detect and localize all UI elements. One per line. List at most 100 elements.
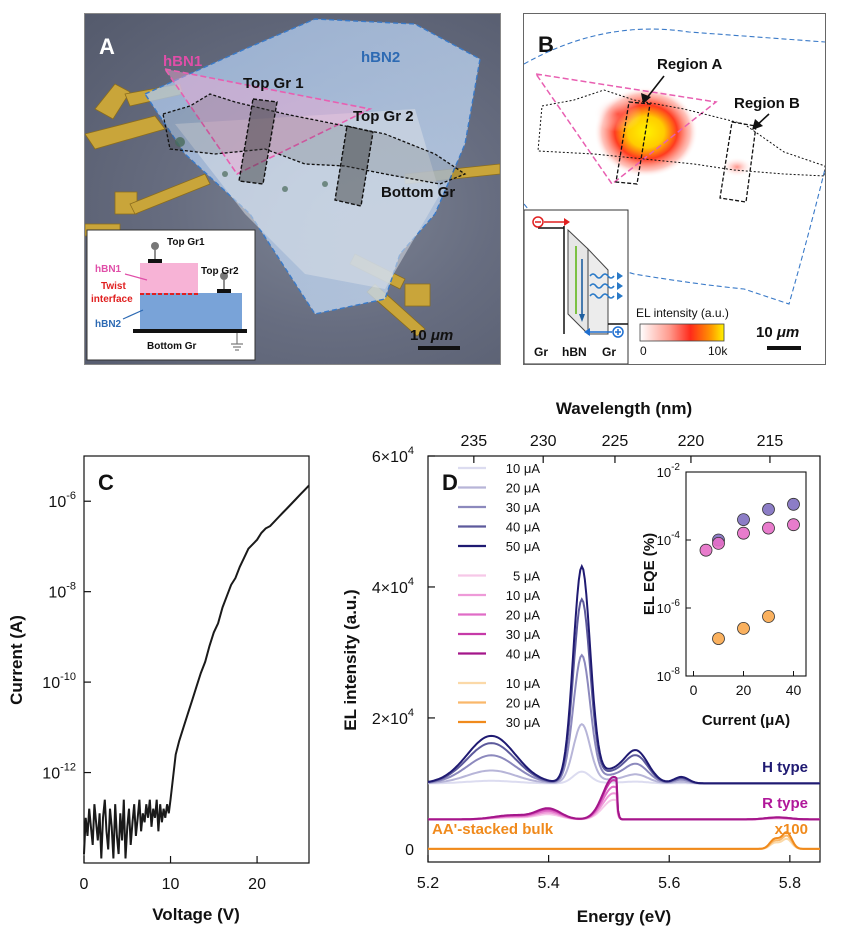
panel-d-el-spectra: Wavelength (nm) D 235 230 225 220 215 5.2 5.4… bbox=[341, 399, 821, 926]
top-gr2-outline bbox=[334, 125, 374, 207]
eqe-point-1-0 bbox=[699, 543, 713, 557]
inset-top-gr1: Top Gr1 bbox=[167, 237, 205, 248]
e-ytick-label-1: 10-6 bbox=[657, 598, 681, 616]
e-ytick-label-2: 10-4 bbox=[657, 530, 681, 548]
e-xtick-label-1: 20 bbox=[736, 682, 752, 698]
legend-label-2-2: 30 μA bbox=[506, 715, 541, 730]
hbn1-label: hBN1 bbox=[163, 53, 202, 70]
inset-hbn1: hBN1 bbox=[95, 264, 122, 275]
d-xtick-label-3: 5.8 bbox=[779, 875, 801, 892]
h-type-label: H type bbox=[762, 759, 808, 776]
eqe-ylabel: EL EQE (%) bbox=[641, 533, 658, 615]
panel-b-top-gr2 bbox=[719, 121, 757, 203]
panel-a-letter: A bbox=[99, 34, 115, 59]
device-schematic-inset: Top Gr1 Top Gr2 hBN1 Twist interface hBN… bbox=[86, 229, 256, 361]
hbn1-outline bbox=[163, 67, 373, 176]
c-xtick-label-1: 10 bbox=[162, 876, 180, 893]
eqe-point-1-4 bbox=[787, 518, 800, 532]
legend-label-1-1: 10 μA bbox=[506, 588, 541, 603]
c-xtick-label-2: 20 bbox=[248, 876, 266, 893]
panel-a-image: A hBN1 hBN2 Top Gr 1 Top Gr 2 Bottom Gr … bbox=[85, 18, 500, 361]
panel-a-scale-value: 10 μm bbox=[410, 327, 453, 344]
legend-label-1-2: 20 μA bbox=[506, 608, 541, 623]
eqe-point-2-1 bbox=[737, 622, 750, 635]
spectrum-h-50-a bbox=[427, 563, 820, 785]
eqe-xlabel: Current (μA) bbox=[702, 712, 790, 729]
c-ytick-label-3: 10-6 bbox=[48, 490, 76, 511]
legend-label-0-2: 30 μA bbox=[506, 500, 541, 515]
d-ytick-label-0: 0 bbox=[405, 842, 414, 859]
eqe-point-1-1 bbox=[712, 537, 725, 550]
inset-bottom-gr: Bottom Gr bbox=[147, 341, 197, 352]
panel-b-image: B Region A Region B bbox=[524, 28, 825, 364]
colorbar-title: EL intensity (a.u.) bbox=[636, 306, 729, 320]
d-xtick-label-2: 5.6 bbox=[658, 875, 680, 892]
legend-label-1-0: 5 μA bbox=[513, 569, 540, 584]
panel-b-letter: B bbox=[538, 32, 554, 57]
band-hbn: hBN bbox=[562, 345, 587, 359]
panel-a-scalebar bbox=[418, 346, 460, 350]
d-toptick-label-0: 235 bbox=[460, 433, 487, 450]
eqe-point-0-1 bbox=[737, 513, 750, 526]
d-toptick-label-2: 225 bbox=[602, 433, 629, 450]
inset-hbn2: hBN2 bbox=[95, 319, 122, 330]
band-gr-right: Gr bbox=[602, 345, 616, 359]
top-gr2-label: Top Gr 2 bbox=[353, 108, 414, 125]
legend-label-0-3: 40 μA bbox=[506, 520, 541, 535]
panel-c-letter: C bbox=[98, 470, 114, 495]
band-gr-left: Gr bbox=[534, 345, 548, 359]
panel-b-hbn2-outline bbox=[524, 28, 825, 305]
d-ytick-label-1: 2×104 bbox=[372, 707, 414, 728]
eqe-point-1-3 bbox=[762, 521, 775, 535]
e-xtick-label-2: 40 bbox=[786, 682, 802, 698]
d-toptick-label-4: 215 bbox=[757, 433, 784, 450]
panel-d-ylabel: EL intensity (a.u.) bbox=[341, 589, 360, 730]
eqe-point-2-2 bbox=[762, 610, 775, 623]
legend-label-0-4: 50 μA bbox=[506, 539, 541, 554]
bottom-gr-outline bbox=[162, 93, 467, 185]
panel-b-scalebar bbox=[767, 346, 801, 350]
eqe-point-2-0 bbox=[712, 632, 725, 645]
aa-stacked-label: AA'-stacked bulk bbox=[432, 821, 554, 838]
legend-label-0-0: 10 μA bbox=[506, 461, 541, 476]
panel-d-xlabel: Energy (eV) bbox=[577, 907, 671, 926]
top-gr1-label: Top Gr 1 bbox=[243, 75, 304, 92]
panel-d-axes bbox=[427, 455, 821, 863]
panel-b-el-map: B Region A Region B bbox=[523, 13, 826, 365]
r-type-label: R type bbox=[762, 795, 808, 812]
panel-c-axes bbox=[83, 455, 310, 864]
region-a-arrow bbox=[645, 75, 665, 100]
legend-label-1-3: 30 μA bbox=[506, 627, 541, 642]
eqe-point-0-2 bbox=[762, 502, 775, 516]
e-ytick-label-0: 10-8 bbox=[657, 666, 681, 684]
band-diagram-inset: Gr hBN Gr bbox=[524, 209, 629, 364]
e-xtick-label-0: 0 bbox=[690, 682, 698, 698]
region-b-label: Region B bbox=[734, 95, 800, 112]
e-ytick-label-3: 10-2 bbox=[657, 462, 681, 480]
panel-d-top-xlabel: Wavelength (nm) bbox=[556, 399, 692, 418]
d-toptick-label-1: 230 bbox=[530, 433, 557, 450]
d-ytick-label-3: 6×104 bbox=[372, 445, 414, 466]
hbn2-label: hBN2 bbox=[361, 49, 400, 66]
d-ytick-label-2: 4×104 bbox=[372, 576, 414, 597]
c-ytick-label-0: 10-12 bbox=[42, 762, 76, 783]
iv-curve bbox=[83, 484, 310, 859]
c-xtick-label-0: 0 bbox=[80, 876, 89, 893]
inset-twist-2: interface bbox=[91, 294, 133, 305]
legend-label-0-1: 20 μA bbox=[506, 481, 541, 496]
panel-c-xlabel: Voltage (V) bbox=[152, 905, 240, 924]
region-a-label: Region A bbox=[657, 56, 722, 73]
colorbar bbox=[639, 323, 725, 342]
inset-top-gr2: Top Gr2 bbox=[201, 266, 239, 277]
d-xtick-label-0: 5.2 bbox=[417, 875, 439, 892]
panel-b-hbn1-outline bbox=[534, 72, 718, 186]
panel-b-scale-value: 10 μm bbox=[756, 324, 799, 341]
legend-label-2-0: 10 μA bbox=[506, 676, 541, 691]
spectrum-aa-30-a bbox=[428, 831, 820, 850]
spectrum-aa-10-a bbox=[428, 837, 820, 850]
legend-label-1-4: 40 μA bbox=[506, 647, 541, 662]
panel-c-ylabel: Current (A) bbox=[7, 615, 26, 705]
colorbar-max: 10k bbox=[708, 344, 728, 358]
eqe-point-0-3 bbox=[787, 497, 800, 511]
d-xtick-label-1: 5.4 bbox=[537, 875, 559, 892]
